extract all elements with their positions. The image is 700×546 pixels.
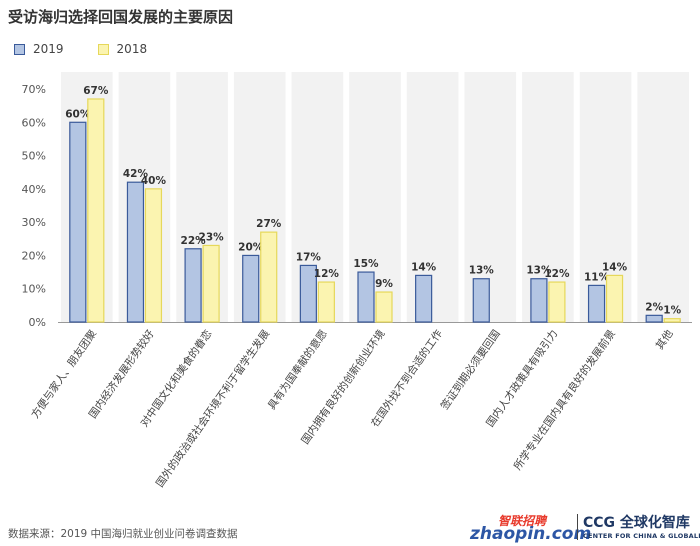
y-tick-label: 20% (22, 249, 46, 262)
data-label-2018: 14% (602, 261, 628, 273)
bar-2018 (202, 244, 220, 323)
bar-2019 (472, 278, 490, 323)
category-band (406, 72, 459, 322)
bar-2019 (126, 181, 145, 323)
bar-2019 (184, 248, 202, 323)
legend-label-2018: 2018 (116, 42, 148, 56)
data-label-2019: 15% (353, 258, 379, 270)
bar-2019 (587, 284, 606, 323)
legend-item-2019: 2019 (14, 42, 64, 56)
bar-2018 (375, 291, 393, 323)
chart-title: 受访海归选择回国发展的主要原因 (8, 8, 234, 26)
category-band (464, 72, 517, 322)
x-tick-label: 国内经济发展形势较好 (86, 327, 157, 421)
x-tick-label: 所学专业在国内具有良好的发展前景 (511, 327, 618, 472)
data-label-2019: 2% (645, 301, 663, 313)
bar-2019 (357, 271, 375, 323)
y-tick-label: 0% (29, 316, 46, 329)
legend-item-2018: 2018 (97, 42, 148, 56)
x-tick-label: 其他 (653, 327, 676, 352)
bar-2019 (530, 278, 548, 323)
data-label-2019: 13% (469, 265, 495, 277)
category-band (176, 72, 228, 322)
zhaopin-logo-cn: 智联招聘 (498, 514, 547, 528)
data-label-2018: 67% (83, 85, 109, 97)
logo-divider (577, 514, 578, 540)
data-label-2019: 60% (65, 108, 91, 120)
data-label-2018: 12% (544, 268, 570, 280)
bar-2019 (299, 264, 317, 323)
data-label-2018: 9% (375, 278, 393, 290)
data-label-2018: 40% (141, 175, 167, 187)
y-tick-label: 10% (22, 283, 46, 296)
bar-2018 (663, 318, 681, 323)
bar-2019 (69, 121, 87, 323)
category-band (522, 72, 574, 322)
x-tick-label: 国外的政治或社会环境不利于留学生发展 (153, 327, 272, 490)
bar-2018 (548, 281, 566, 323)
bar-2018 (87, 98, 105, 323)
bar-2019 (415, 274, 433, 323)
ccg-logo-sub: CENTER FOR CHINA & GLOBALIZATION (583, 532, 700, 540)
data-label-2019: 14% (411, 261, 437, 273)
bar-2018 (605, 274, 624, 323)
y-tick-label: 40% (22, 183, 46, 196)
y-tick-label: 70% (22, 83, 46, 96)
bar-2018 (317, 281, 335, 323)
y-tick-label: 30% (22, 216, 46, 229)
data-label-2018: 27% (256, 218, 282, 230)
category-band (291, 72, 344, 322)
data-label-2018: 12% (314, 268, 340, 280)
ccg-logo-main: CCG 全球化智库 (583, 515, 690, 531)
data-label-2019: 20% (238, 241, 264, 253)
category-band (637, 72, 689, 322)
data-label-2018: 23% (199, 231, 225, 243)
data-label-2019: 13% (526, 265, 552, 277)
data-label-2018: 1% (663, 305, 681, 317)
y-tick-label: 60% (22, 116, 46, 129)
data-label-2019: 17% (296, 251, 322, 263)
x-tick-label: 签证到期必须要回国 (438, 327, 503, 412)
bar-2018 (260, 231, 278, 323)
category-band (233, 72, 286, 322)
bar-2019 (645, 314, 663, 323)
legend-swatch-2019 (14, 43, 25, 55)
data-label-2019: 22% (181, 235, 207, 247)
legend-swatch-2018 (97, 43, 109, 55)
data-label-2019: 11% (584, 271, 610, 283)
ccg-logo: CCG 全球化智库 CENTER FOR CHINA & GLOBALIZATI… (583, 512, 700, 540)
category-band (579, 72, 632, 322)
bar-2018 (144, 188, 163, 323)
category-band (118, 72, 171, 322)
chart-legend: 2019 2018 (14, 42, 181, 56)
data-label-2019: 42% (123, 168, 149, 180)
bar-2019 (242, 254, 260, 323)
data-source-note: 数据来源：2019 中国海归就业创业问卷调查数据 (8, 528, 238, 540)
zhaopin-logo-en: zhaopin.com (470, 524, 592, 544)
x-tick-label: 具有为国奉献的意愿 (265, 327, 330, 412)
y-tick-label: 50% (22, 150, 46, 163)
x-tick-label: 方便与家人、朋友团聚 (28, 327, 99, 421)
legend-label-2019: 2019 (33, 42, 64, 56)
